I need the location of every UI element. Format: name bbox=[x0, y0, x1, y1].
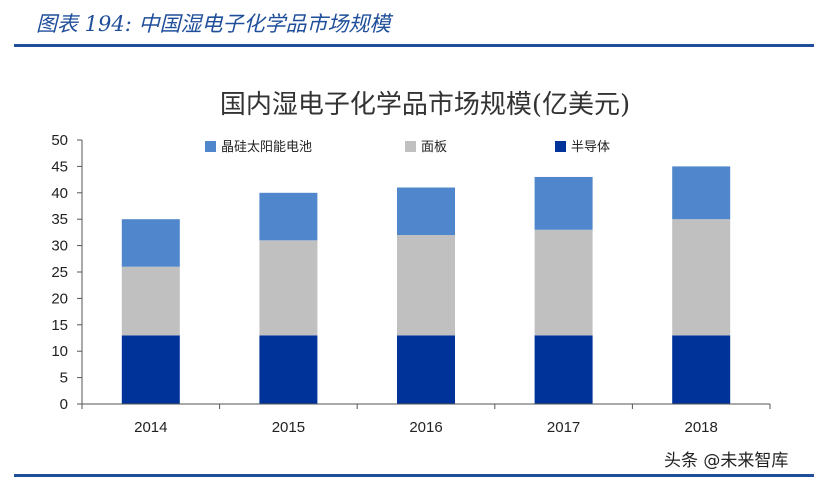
bar-segment bbox=[397, 235, 455, 336]
y-tick-label: 45 bbox=[51, 158, 68, 175]
bar-segment bbox=[397, 187, 455, 236]
bar-segment bbox=[534, 335, 593, 404]
bar-segment bbox=[121, 266, 180, 336]
y-tick-label: 15 bbox=[51, 317, 68, 334]
bottom-rule bbox=[14, 474, 814, 477]
watermark: 头条 @未来智库 bbox=[660, 444, 793, 473]
bar-segment bbox=[672, 335, 731, 404]
y-tick-label: 50 bbox=[51, 132, 68, 149]
bar-segment bbox=[121, 335, 180, 404]
bar-segment bbox=[672, 219, 731, 336]
y-tick-label: 20 bbox=[51, 290, 68, 307]
bar-segment bbox=[259, 192, 318, 241]
bar-segment bbox=[259, 240, 318, 336]
y-tick-label: 25 bbox=[51, 264, 68, 281]
bar-segment bbox=[259, 335, 318, 404]
legend-label: 面板 bbox=[421, 140, 447, 155]
y-tick-label: 40 bbox=[51, 185, 68, 202]
chart-title: 国内湿电子化学品市场规模(亿美元) bbox=[220, 90, 630, 120]
bar-segment bbox=[121, 219, 180, 267]
legend-swatch bbox=[405, 141, 416, 152]
y-tick-label: 0 bbox=[60, 396, 68, 413]
y-tick-label: 5 bbox=[60, 370, 68, 387]
legend-swatch bbox=[555, 141, 566, 152]
x-tick-label: 2018 bbox=[685, 419, 718, 436]
x-tick-label: 2016 bbox=[409, 419, 442, 436]
top-rule bbox=[14, 44, 814, 47]
x-tick-label: 2014 bbox=[134, 419, 167, 436]
y-tick-label: 35 bbox=[51, 211, 68, 228]
y-tick-label: 30 bbox=[51, 238, 68, 255]
bar-segment bbox=[534, 176, 593, 230]
figure-caption: 图表 194: 中国湿电子化学品市场规模 bbox=[36, 12, 391, 36]
bar-segment bbox=[534, 229, 593, 336]
bar-segment bbox=[672, 166, 731, 220]
legend-label: 晶硅太阳能电池 bbox=[221, 140, 312, 155]
x-tick-label: 2015 bbox=[272, 419, 305, 436]
legend-swatch bbox=[205, 141, 216, 152]
x-tick-label: 2017 bbox=[547, 419, 580, 436]
y-tick-label: 10 bbox=[51, 343, 68, 360]
legend-label: 半导体 bbox=[571, 140, 610, 155]
bar-segment bbox=[397, 335, 455, 404]
